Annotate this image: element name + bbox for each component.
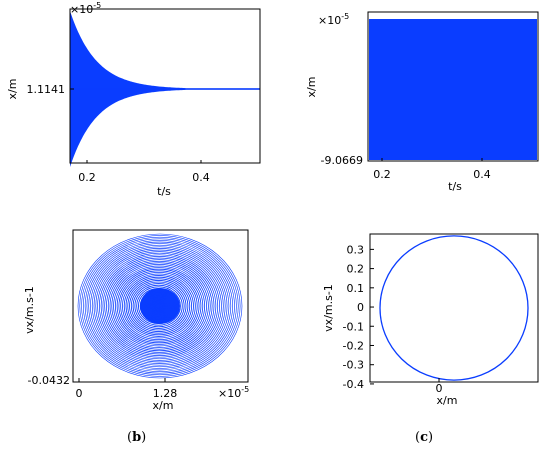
series-decay [70, 11, 260, 167]
series-loop [84, 240, 235, 372]
y-tick-label: 1.1141 [27, 83, 66, 96]
exponent-label: ×10-5 [318, 12, 349, 27]
series-loop [127, 278, 191, 334]
series-loop [120, 271, 198, 341]
series-loop [88, 243, 232, 369]
x-tick-label: 0 [436, 382, 443, 395]
series-loop [90, 244, 230, 368]
chart-panel-orbit: -0.4 -0.3 -0.2 -0.1 0 0.1 0.2 0.3 0 x/m vx/m.s-… [275, 220, 550, 420]
series-loop [137, 287, 179, 325]
caption-b: (b) [127, 430, 147, 445]
caption-c: (c) [415, 430, 434, 445]
series-loop [136, 286, 181, 326]
series-loop [150, 299, 166, 313]
y-tick-label: -0.2 [343, 339, 364, 352]
series-loop [118, 270, 200, 342]
series-loop [98, 252, 220, 360]
series-loop [93, 248, 226, 364]
chart-panel-spiral: -0.0432 0 1.28 ×10-5 x/m vx/m.s-1 [0, 220, 275, 420]
y-tick-label: 0 [357, 301, 364, 314]
series-loop [86, 241, 233, 371]
series-loop [145, 294, 172, 318]
series-loop [152, 300, 165, 312]
series-loop [116, 268, 202, 344]
series-loop [83, 238, 237, 374]
y-axis-label: vx/m.s-1 [23, 286, 36, 334]
series-loop [123, 275, 194, 337]
x-axis-label: t/s [448, 180, 462, 193]
chart-sustained-svg: ×10-5 -9.0669 0.2 0.4 t/s x/m [305, 11, 539, 193]
chart-spiral-svg: -0.0432 0 1.28 ×10-5 x/m vx/m.s-1 [23, 229, 249, 412]
y-tick-label: -0.1 [343, 320, 364, 333]
plot-frame [367, 11, 539, 162]
x-axis-label: x/m [153, 399, 174, 412]
series-spiral [77, 233, 243, 379]
series-loop [114, 267, 204, 345]
y-tick-label: -0.3 [343, 359, 364, 372]
chart-panel-decay: ×10-5 1.1141 0.2 0.4 t/s x/m [0, 0, 275, 210]
y-tick-label: 0.2 [347, 263, 365, 276]
series-loop [91, 246, 228, 366]
series-loop [122, 273, 196, 339]
series-envelope [369, 19, 537, 160]
series-loop [107, 260, 211, 352]
y-axis-ticks: -0.4 -0.3 -0.2 -0.1 0 0.1 0.2 0.3 [343, 243, 374, 391]
x-tick-label: 0.2 [78, 171, 96, 184]
series-sustained [369, 19, 537, 160]
x-tick-label: 0.4 [473, 168, 491, 181]
y-tick-label: -9.0669 [321, 154, 363, 167]
y-axis-label: vx/m.s-1 [322, 284, 335, 332]
series-loop [155, 303, 161, 309]
exponent-label: ×10-5 [218, 385, 249, 400]
exponent-label: ×10-5 [70, 1, 101, 16]
series-loop [129, 279, 189, 333]
series-orbit-curve [379, 235, 529, 381]
series-loop [95, 249, 224, 363]
y-tick-label: -0.4 [343, 378, 364, 391]
plot-frame [72, 229, 249, 383]
series-loop [111, 264, 207, 348]
y-tick-label: -0.0432 [28, 374, 70, 387]
x-axis-label: t/s [157, 185, 171, 198]
x-tick-label: 1.28 [153, 387, 178, 400]
plot-frame [69, 8, 261, 164]
series-loop [132, 283, 185, 329]
y-axis-label: x/m [305, 77, 318, 98]
chart-panel-sustained: ×10-5 -9.0669 0.2 0.4 t/s x/m [275, 0, 550, 210]
x-tick-label: 0.4 [192, 171, 210, 184]
plot-frame [369, 233, 539, 383]
series-loop [79, 235, 241, 377]
y-tick-label: 0.3 [347, 243, 365, 256]
series-loop [130, 281, 187, 331]
series-loop [97, 251, 222, 361]
series-loop [100, 254, 219, 358]
series-loop [113, 265, 206, 347]
series-loop [146, 295, 170, 317]
y-tick-label: 0.1 [347, 282, 365, 295]
series-loop [81, 236, 239, 376]
series-loop [77, 233, 243, 379]
chart-decay-svg: ×10-5 1.1141 0.2 0.4 t/s x/m [6, 1, 261, 198]
series-loop [143, 292, 174, 320]
series-loop [102, 256, 217, 356]
series-loop [139, 289, 178, 323]
x-tick-label: 0 [76, 387, 83, 400]
x-tick-label: 0.2 [373, 168, 391, 181]
series-loop [148, 297, 168, 315]
series-loop [109, 262, 209, 350]
series-loop [104, 257, 215, 355]
series-orbit [379, 235, 529, 381]
series-loop [153, 302, 163, 310]
series-loop [141, 291, 176, 321]
y-axis-label: x/m [6, 79, 19, 100]
series-loop [106, 259, 213, 353]
series-loop [134, 284, 183, 328]
series-loop [125, 276, 193, 336]
chart-orbit-svg: -0.4 -0.3 -0.2 -0.1 0 0.1 0.2 0.3 0 x/m vx/m.s-… [322, 233, 539, 407]
x-axis-label: x/m [437, 394, 458, 407]
